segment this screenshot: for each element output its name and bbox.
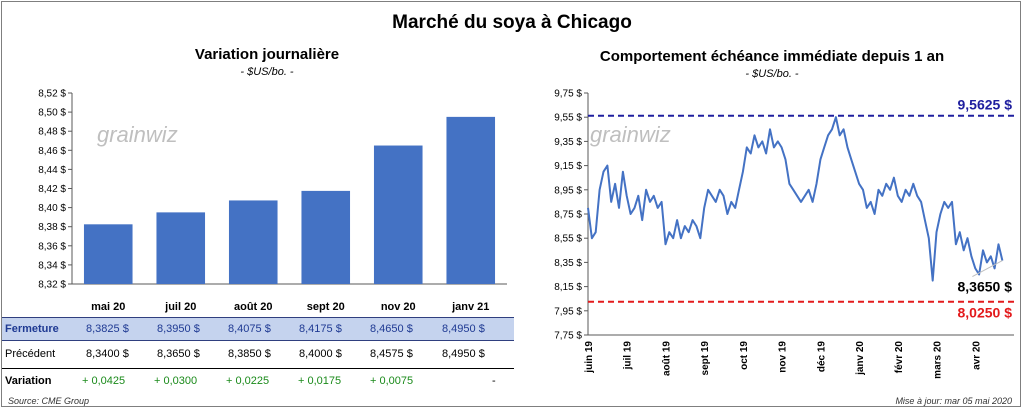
- row-precedent: Précédent 8,3400 $ 8,3650 $ 8,3850 $ 8,4…: [2, 342, 514, 366]
- series-line: [587, 116, 1004, 282]
- x-tick-label: mai 20: [91, 301, 125, 313]
- x-tick-label: févr 20: [894, 341, 905, 374]
- x-tick-label: juil 20: [164, 301, 196, 313]
- y-tick-label: 9,15 $: [554, 161, 582, 172]
- row-label: Variation: [5, 375, 52, 387]
- x-tick-label: janv 21: [451, 301, 489, 313]
- bar-chart: 8,32 $ 8,34 $ 8,36 $ 8,38 $ 8,40 $ 8,42 $ 8,44…: [38, 89, 507, 313]
- x-tick-label: août 20: [234, 301, 273, 313]
- watermark-logo: grainwiz: [97, 122, 178, 147]
- cell-value: 8,4950 $: [442, 348, 485, 360]
- y-tick-label: 9,35 $: [554, 137, 582, 148]
- row-fermeture: Fermeture 8,3825 $ 8,3950 $ 8,4075 $ 8,4…: [2, 317, 514, 341]
- x-tick-label: sept 19: [700, 341, 711, 376]
- x-tick-label: juin 19: [584, 341, 595, 374]
- row-label: Fermeture: [5, 323, 59, 335]
- line-chart-unit: - $US/bo. -: [745, 68, 799, 80]
- watermark-logo: grainwiz: [590, 122, 671, 147]
- cell-value: 8,3950 $: [157, 323, 200, 335]
- y-tick-label: 8,50 $: [38, 108, 66, 119]
- report-title: Marché du soya à Chicago: [392, 12, 632, 33]
- cell-value: + 0,0175: [298, 375, 342, 387]
- y-tick-label: 9,75 $: [554, 89, 582, 100]
- y-tick-label: 8,40 $: [38, 203, 66, 214]
- x-tick-label: sept 20: [307, 301, 345, 313]
- source-note: Source: CME Group: [8, 396, 90, 406]
- cell-value: + 0,0225: [226, 375, 270, 387]
- y-tick-label: 8,36 $: [38, 241, 66, 252]
- bar: [446, 116, 496, 284]
- x-tick-label: avr 20: [971, 341, 982, 370]
- bar: [156, 212, 206, 284]
- bar: [228, 200, 278, 284]
- last-value-label: 8,3650 $: [958, 279, 1013, 295]
- low-label: 8,0250 $: [958, 305, 1013, 321]
- cell-value: 8,3825 $: [86, 323, 129, 335]
- cell-value: 8,4575 $: [370, 348, 413, 360]
- last-value-leader: [972, 260, 1003, 278]
- cell-value: 8,4950 $: [442, 323, 485, 335]
- cell-value: + 0,0075: [370, 375, 414, 387]
- x-tick-label: nov 20: [381, 301, 416, 313]
- y-tick-label: 8,32 $: [38, 280, 66, 291]
- y-tick-label: 8,48 $: [38, 127, 66, 138]
- x-tick-label: oct 19: [739, 341, 750, 370]
- cell-value: 8,4175 $: [299, 323, 342, 335]
- x-tick-label: déc 19: [816, 341, 827, 373]
- x-tick-label: nov 19: [778, 341, 789, 373]
- x-tick-label: janv 20: [855, 341, 866, 376]
- cell-value: 8,3650 $: [157, 348, 200, 360]
- y-tick-label: 8,75 $: [554, 210, 582, 221]
- row-variation: Variation + 0,0425 + 0,0300 + 0,0225 + 0…: [2, 368, 514, 392]
- cell-value: 8,4075 $: [228, 323, 271, 335]
- x-tick-label: juil 19: [623, 341, 634, 371]
- bar: [301, 190, 351, 284]
- cell-value: + 0,0300: [154, 375, 198, 387]
- y-tick-label: 9,55 $: [554, 113, 582, 124]
- y-tick-label: 8,15 $: [554, 282, 582, 293]
- cell-value: 8,4000 $: [299, 348, 342, 360]
- y-tick-label: 8,35 $: [554, 258, 582, 269]
- y-tick-label: 7,95 $: [554, 306, 582, 317]
- update-note: Mise à jour: mar 05 mai 2020: [895, 396, 1012, 406]
- y-tick-label: 8,55 $: [554, 234, 582, 245]
- y-tick-label: 8,38 $: [38, 222, 66, 233]
- y-tick-label: 8,34 $: [38, 260, 66, 271]
- cell-value: 8,4650 $: [370, 323, 413, 335]
- bar: [83, 224, 133, 284]
- high-label: 9,5625 $: [958, 97, 1013, 113]
- line-chart-title: Comportement échéance immédiate depuis 1…: [599, 48, 945, 65]
- y-tick-label: 8,42 $: [38, 184, 66, 195]
- y-tick-label: 8,44 $: [38, 165, 66, 176]
- y-tick-label: 8,46 $: [38, 146, 66, 157]
- cell-value: + 0,0425: [82, 375, 126, 387]
- x-tick-label: mars 20: [933, 341, 944, 379]
- cell-value: 8,3400 $: [86, 348, 129, 360]
- x-tick-label: août 19: [661, 341, 672, 376]
- bar-chart-title: Variation journalière: [194, 46, 340, 63]
- line-chart: 7,75 $ 7,95 $ 8,15 $ 8,35 $ 8,55 $ 8,75 $ 8,95…: [554, 89, 1014, 379]
- bar-chart-unit: - $US/bo. -: [240, 66, 294, 78]
- cell-value: -: [492, 375, 496, 387]
- cell-value: 8,3850 $: [228, 348, 271, 360]
- y-tick-label: 8,52 $: [38, 89, 66, 100]
- row-label: Précédent: [5, 348, 56, 360]
- y-tick-label: 8,95 $: [554, 185, 582, 196]
- bar: [373, 145, 423, 284]
- y-tick-label: 7,75 $: [554, 331, 582, 342]
